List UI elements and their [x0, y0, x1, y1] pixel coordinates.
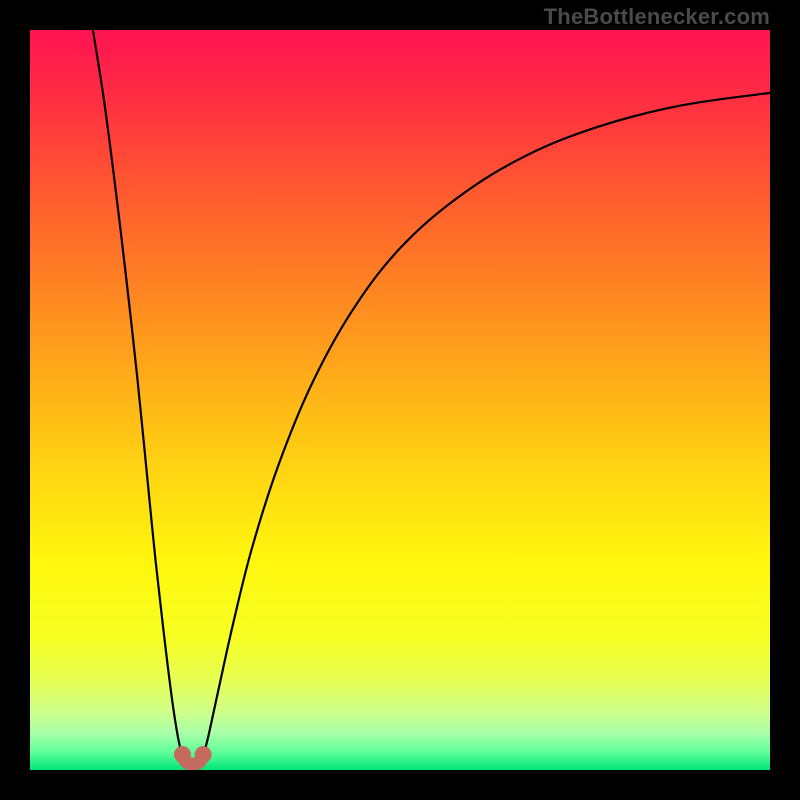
- watermark-text: TheBottlenecker.com: [544, 4, 770, 30]
- end-marker-left: [174, 746, 191, 763]
- plot-area: [30, 30, 770, 770]
- curve-right-branch: [203, 93, 770, 757]
- chart-container: TheBottlenecker.com: [0, 0, 800, 800]
- curve-layer: [30, 30, 770, 770]
- end-marker-right: [195, 746, 212, 763]
- curve-left-branch: [93, 30, 183, 757]
